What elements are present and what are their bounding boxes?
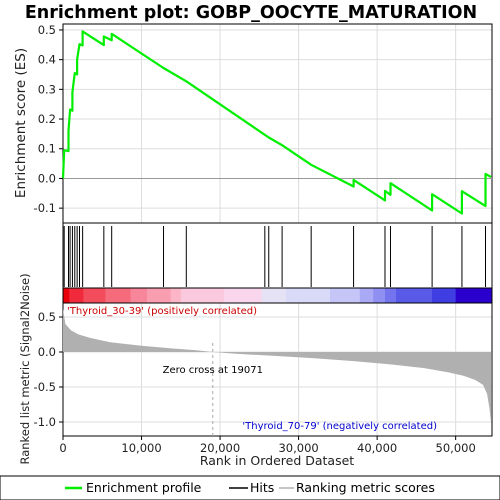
- x-tick-label: 20,000: [200, 441, 240, 455]
- color-bar-segment: [395, 288, 433, 303]
- color-bar-segments: [63, 288, 492, 303]
- color-bar-segment: [286, 288, 331, 303]
- es-panel-frame: [62, 23, 493, 224]
- color-bar-segment: [373, 288, 386, 303]
- metric-tick-label: -1.0: [34, 415, 56, 429]
- x-axis-label: Rank in Ordered Dataset: [200, 453, 354, 468]
- hits-panel: [62, 222, 493, 289]
- zero-cross-annotation: Zero cross at 19071: [163, 365, 263, 376]
- legend-label-enrichment-profile: Enrichment profile: [86, 480, 202, 495]
- es-tick-label: 0.3: [38, 82, 56, 96]
- color-bar-segment: [83, 288, 106, 303]
- es-y-axis-label: Enrichment score (ES): [13, 48, 29, 198]
- legend-frame: [0, 475, 500, 500]
- chart-title: Enrichment plot: GOBP_OOCYTE_MATURATION: [25, 3, 477, 23]
- color-bar-segment: [261, 288, 287, 303]
- x-tick-label: 30,000: [278, 441, 318, 455]
- es-tick-label: 0.5: [38, 23, 56, 37]
- x-tick-label: 40,000: [357, 441, 397, 455]
- ranking-metric-area: [63, 308, 491, 422]
- metric-y-axis-label: Ranked list metric (Signal2Noise): [18, 273, 32, 464]
- es-tick-label: 0.1: [38, 142, 56, 156]
- color-bar-segment: [359, 288, 374, 303]
- metric-tick-label: 0.5: [38, 310, 56, 324]
- color-bar-segment: [384, 288, 397, 303]
- color-bar-segment: [330, 288, 361, 303]
- legend: Enrichment profile Hits Ranking metric s…: [0, 475, 500, 500]
- rank-color-bar: [62, 287, 493, 304]
- x-tick-label: 0: [59, 441, 66, 455]
- enrichment-profile-line: [61, 30, 492, 215]
- hits-panel-frame: [62, 222, 493, 289]
- es-tick-label: -0.1: [34, 201, 56, 215]
- es-tick-label: 0.4: [38, 53, 56, 67]
- color-bar-segment: [69, 288, 84, 303]
- metric-panel: Zero cross at 19071 'Thyroid_30-39' (pos…: [18, 273, 493, 465]
- x-tick-label: 10,000: [121, 441, 161, 455]
- color-bar-segment: [147, 288, 172, 303]
- metric-panel-frame: [62, 302, 493, 437]
- x-tick-label: 50,000: [436, 441, 476, 455]
- es-gridlines: [62, 24, 492, 223]
- color-bar-segment: [180, 288, 225, 303]
- es-panel: -0.1 0.0 0.1 0.2 0.3 0.4 0.5 Enrichment score …: [13, 23, 493, 224]
- negative-correlation-label: 'Thyroid_70-79' (negatively correlated): [242, 421, 437, 432]
- es-tick-label: 0.2: [38, 112, 56, 126]
- color-bar-segment: [455, 288, 492, 303]
- metric-y-axis-ticks: -1.0 -0.5 0.0 0.5: [34, 310, 63, 429]
- es-y-axis-ticks: -0.1 0.0 0.1 0.2 0.3 0.4 0.5: [34, 23, 63, 215]
- es-tick-label: 0.0: [38, 171, 56, 185]
- legend-label-ranking-metric: Ranking metric scores: [296, 480, 435, 495]
- color-bar-segment: [223, 288, 263, 303]
- color-bar-segment: [432, 288, 457, 303]
- color-bar-segment: [63, 288, 70, 303]
- color-bar-segment: [105, 288, 132, 303]
- hit-lines: [63, 226, 487, 287]
- x-axis-ticks: 0 10,000 20,000 30,000 40,000 50,000: [59, 436, 476, 455]
- legend-label-hits: Hits: [250, 480, 274, 495]
- color-bar-segment: [170, 288, 182, 303]
- positive-correlation-label: 'Thyroid_30-39' (positively correlated): [67, 306, 257, 317]
- metric-tick-label: -0.5: [34, 380, 56, 394]
- color-bar-segment: [130, 288, 148, 303]
- metric-tick-label: 0.0: [38, 345, 56, 359]
- metric-gridlines: [62, 303, 492, 436]
